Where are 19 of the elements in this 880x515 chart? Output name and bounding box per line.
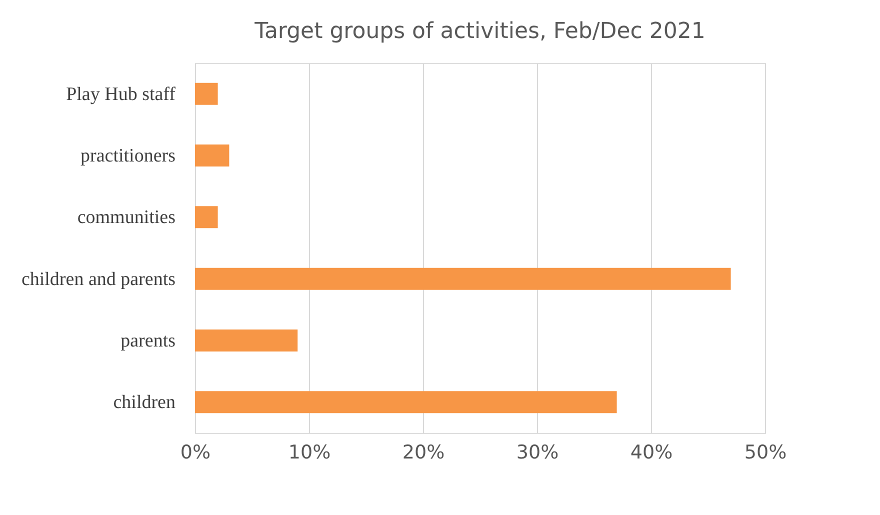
bar — [195, 144, 230, 166]
bar — [195, 391, 617, 414]
x-tick-label: 40% — [630, 442, 673, 464]
y-tick-label: Play Hub staff — [66, 84, 176, 105]
y-tick-label: communities — [77, 207, 176, 228]
x-tick-label: 0% — [180, 442, 211, 464]
bar — [195, 82, 218, 105]
bar — [195, 206, 218, 228]
y-tick-label: children — [113, 392, 176, 414]
x-tick-label: 50% — [744, 442, 787, 464]
y-tick-label: parents — [120, 330, 176, 352]
x-tick-label: 30% — [516, 442, 559, 464]
x-tick-label: 10% — [288, 442, 331, 464]
bar — [195, 268, 731, 290]
bar — [195, 330, 298, 352]
x-tick-label: 20% — [402, 442, 445, 464]
y-tick-label: children and parents — [21, 268, 176, 290]
chart-title: Target groups of activities, Feb/Dec 2021 — [254, 19, 706, 44]
y-tick-label: practitioners — [80, 146, 176, 166]
